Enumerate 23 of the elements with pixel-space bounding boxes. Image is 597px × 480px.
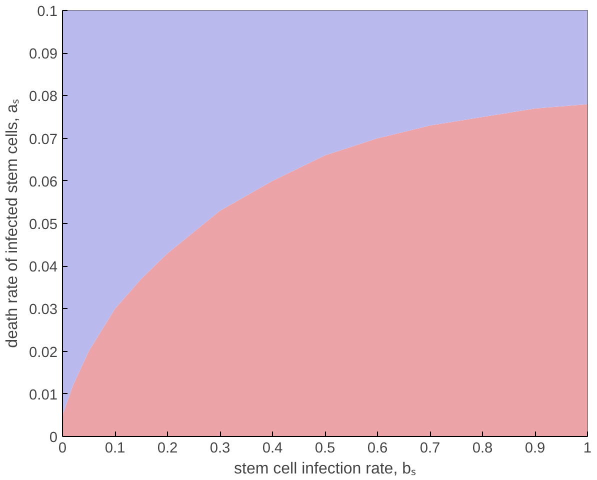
x-tick-label: 0.9 xyxy=(524,440,546,456)
x-tick-label: 1 xyxy=(583,440,592,456)
y-tick-label: 0.02 xyxy=(28,344,58,361)
y-tick-label: 0.05 xyxy=(28,217,58,233)
x-tick-label: 0.6 xyxy=(367,440,388,456)
x-tick-label: 0.8 xyxy=(472,440,493,456)
y-tick-label: 0.09 xyxy=(28,46,58,63)
y-tick-label: 0.03 xyxy=(28,302,58,318)
x-tick-label: 0.5 xyxy=(314,440,336,456)
y-tick-label: 0.1 xyxy=(37,4,58,20)
y-tick-label: 0.08 xyxy=(28,89,58,106)
y-tick-label: 0.04 xyxy=(28,260,58,276)
x-tick-label: 0.4 xyxy=(262,440,283,456)
x-tick-label: 0.1 xyxy=(104,440,126,456)
y-tick-label: 0 xyxy=(49,430,58,446)
x-axis-title: stem cell infection rate, bₛ xyxy=(234,460,416,478)
y-tick-label: 0.07 xyxy=(28,132,58,148)
y-tick-label: 0.01 xyxy=(28,387,58,404)
y-axis-title: death rate of infected stem cells, aₛ xyxy=(4,99,21,348)
x-tick-label: 0.3 xyxy=(210,440,230,456)
y-tick-label: 0.06 xyxy=(28,174,58,190)
x-tick-label: 0.2 xyxy=(157,440,178,456)
x-tick-label: 0.7 xyxy=(420,440,440,456)
